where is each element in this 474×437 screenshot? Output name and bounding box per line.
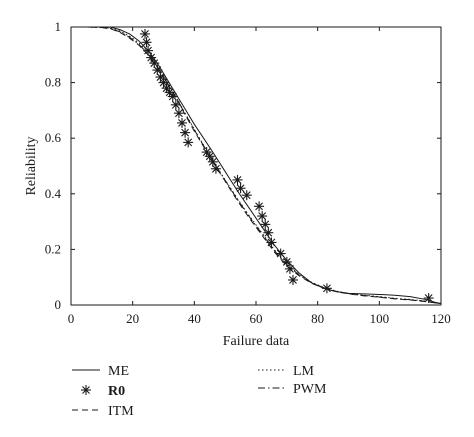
x-tick-label: 20 <box>126 311 139 326</box>
data-point-r0 <box>288 274 298 285</box>
legend-item-me: ME <box>72 364 129 379</box>
legend-item-pwm: PWM <box>258 382 327 397</box>
series-layer <box>71 26 442 305</box>
x-tick-label: 40 <box>188 311 201 326</box>
data-point-r0 <box>140 28 150 39</box>
legend-item-lm: LM <box>258 364 315 379</box>
data-point-r0 <box>257 211 268 222</box>
x-tick-label: 80 <box>311 311 324 326</box>
series-r0 <box>140 28 434 304</box>
legend-item-r0: R0 <box>81 384 125 399</box>
data-point-r0 <box>183 137 194 148</box>
data-point-r0 <box>232 174 243 185</box>
legend-label-itm: ITM <box>108 404 134 419</box>
data-point-r0 <box>173 108 184 119</box>
series-line-me <box>71 26 442 305</box>
x-tick-label: 60 <box>250 311 263 326</box>
y-tick-label: 0.6 <box>45 130 62 145</box>
legend-label-pwm: PWM <box>293 382 327 397</box>
legend-item-itm: ITM <box>72 404 134 419</box>
y-tick-label: 0.8 <box>45 75 61 90</box>
data-point-r0 <box>260 219 271 230</box>
legend-label-r0: R0 <box>108 384 125 399</box>
data-point-r0 <box>241 190 252 201</box>
ticks-layer: 0 20 40 60 80 100 120 0 0.2 0.4 0.6 0.8 1 <box>45 19 451 326</box>
x-tick-label: 120 <box>431 311 451 326</box>
data-point-r0 <box>177 117 187 128</box>
data-point-r0 <box>180 127 191 138</box>
y-axis-title: Reliability <box>24 136 39 195</box>
x-tick-label: 0 <box>68 311 75 326</box>
legend-label-lm: LM <box>293 364 315 379</box>
y-tick-label: 1 <box>55 19 62 34</box>
y-tick-label: 0.4 <box>45 186 62 201</box>
y-tick-label: 0 <box>55 297 62 312</box>
series-line-pwm <box>71 26 442 305</box>
y-tick-label: 0.2 <box>45 241 61 256</box>
data-point-r0 <box>254 201 265 212</box>
data-point-r0 <box>235 183 246 194</box>
legend-swatch-r0 <box>81 385 91 395</box>
x-axis-title: Failure data <box>223 334 290 349</box>
axes-frame <box>70 26 442 306</box>
data-point-r0 <box>141 37 152 48</box>
legend: ME R0 ITM LM PWM <box>72 364 327 419</box>
x-tick-label: 100 <box>370 311 390 326</box>
plot-area <box>70 26 442 306</box>
data-point-r0 <box>263 227 274 238</box>
legend-label-me: ME <box>108 364 129 379</box>
series-line-itm <box>71 26 442 305</box>
series-line-lm <box>71 26 442 304</box>
asterisk-marker-icon <box>81 385 91 395</box>
